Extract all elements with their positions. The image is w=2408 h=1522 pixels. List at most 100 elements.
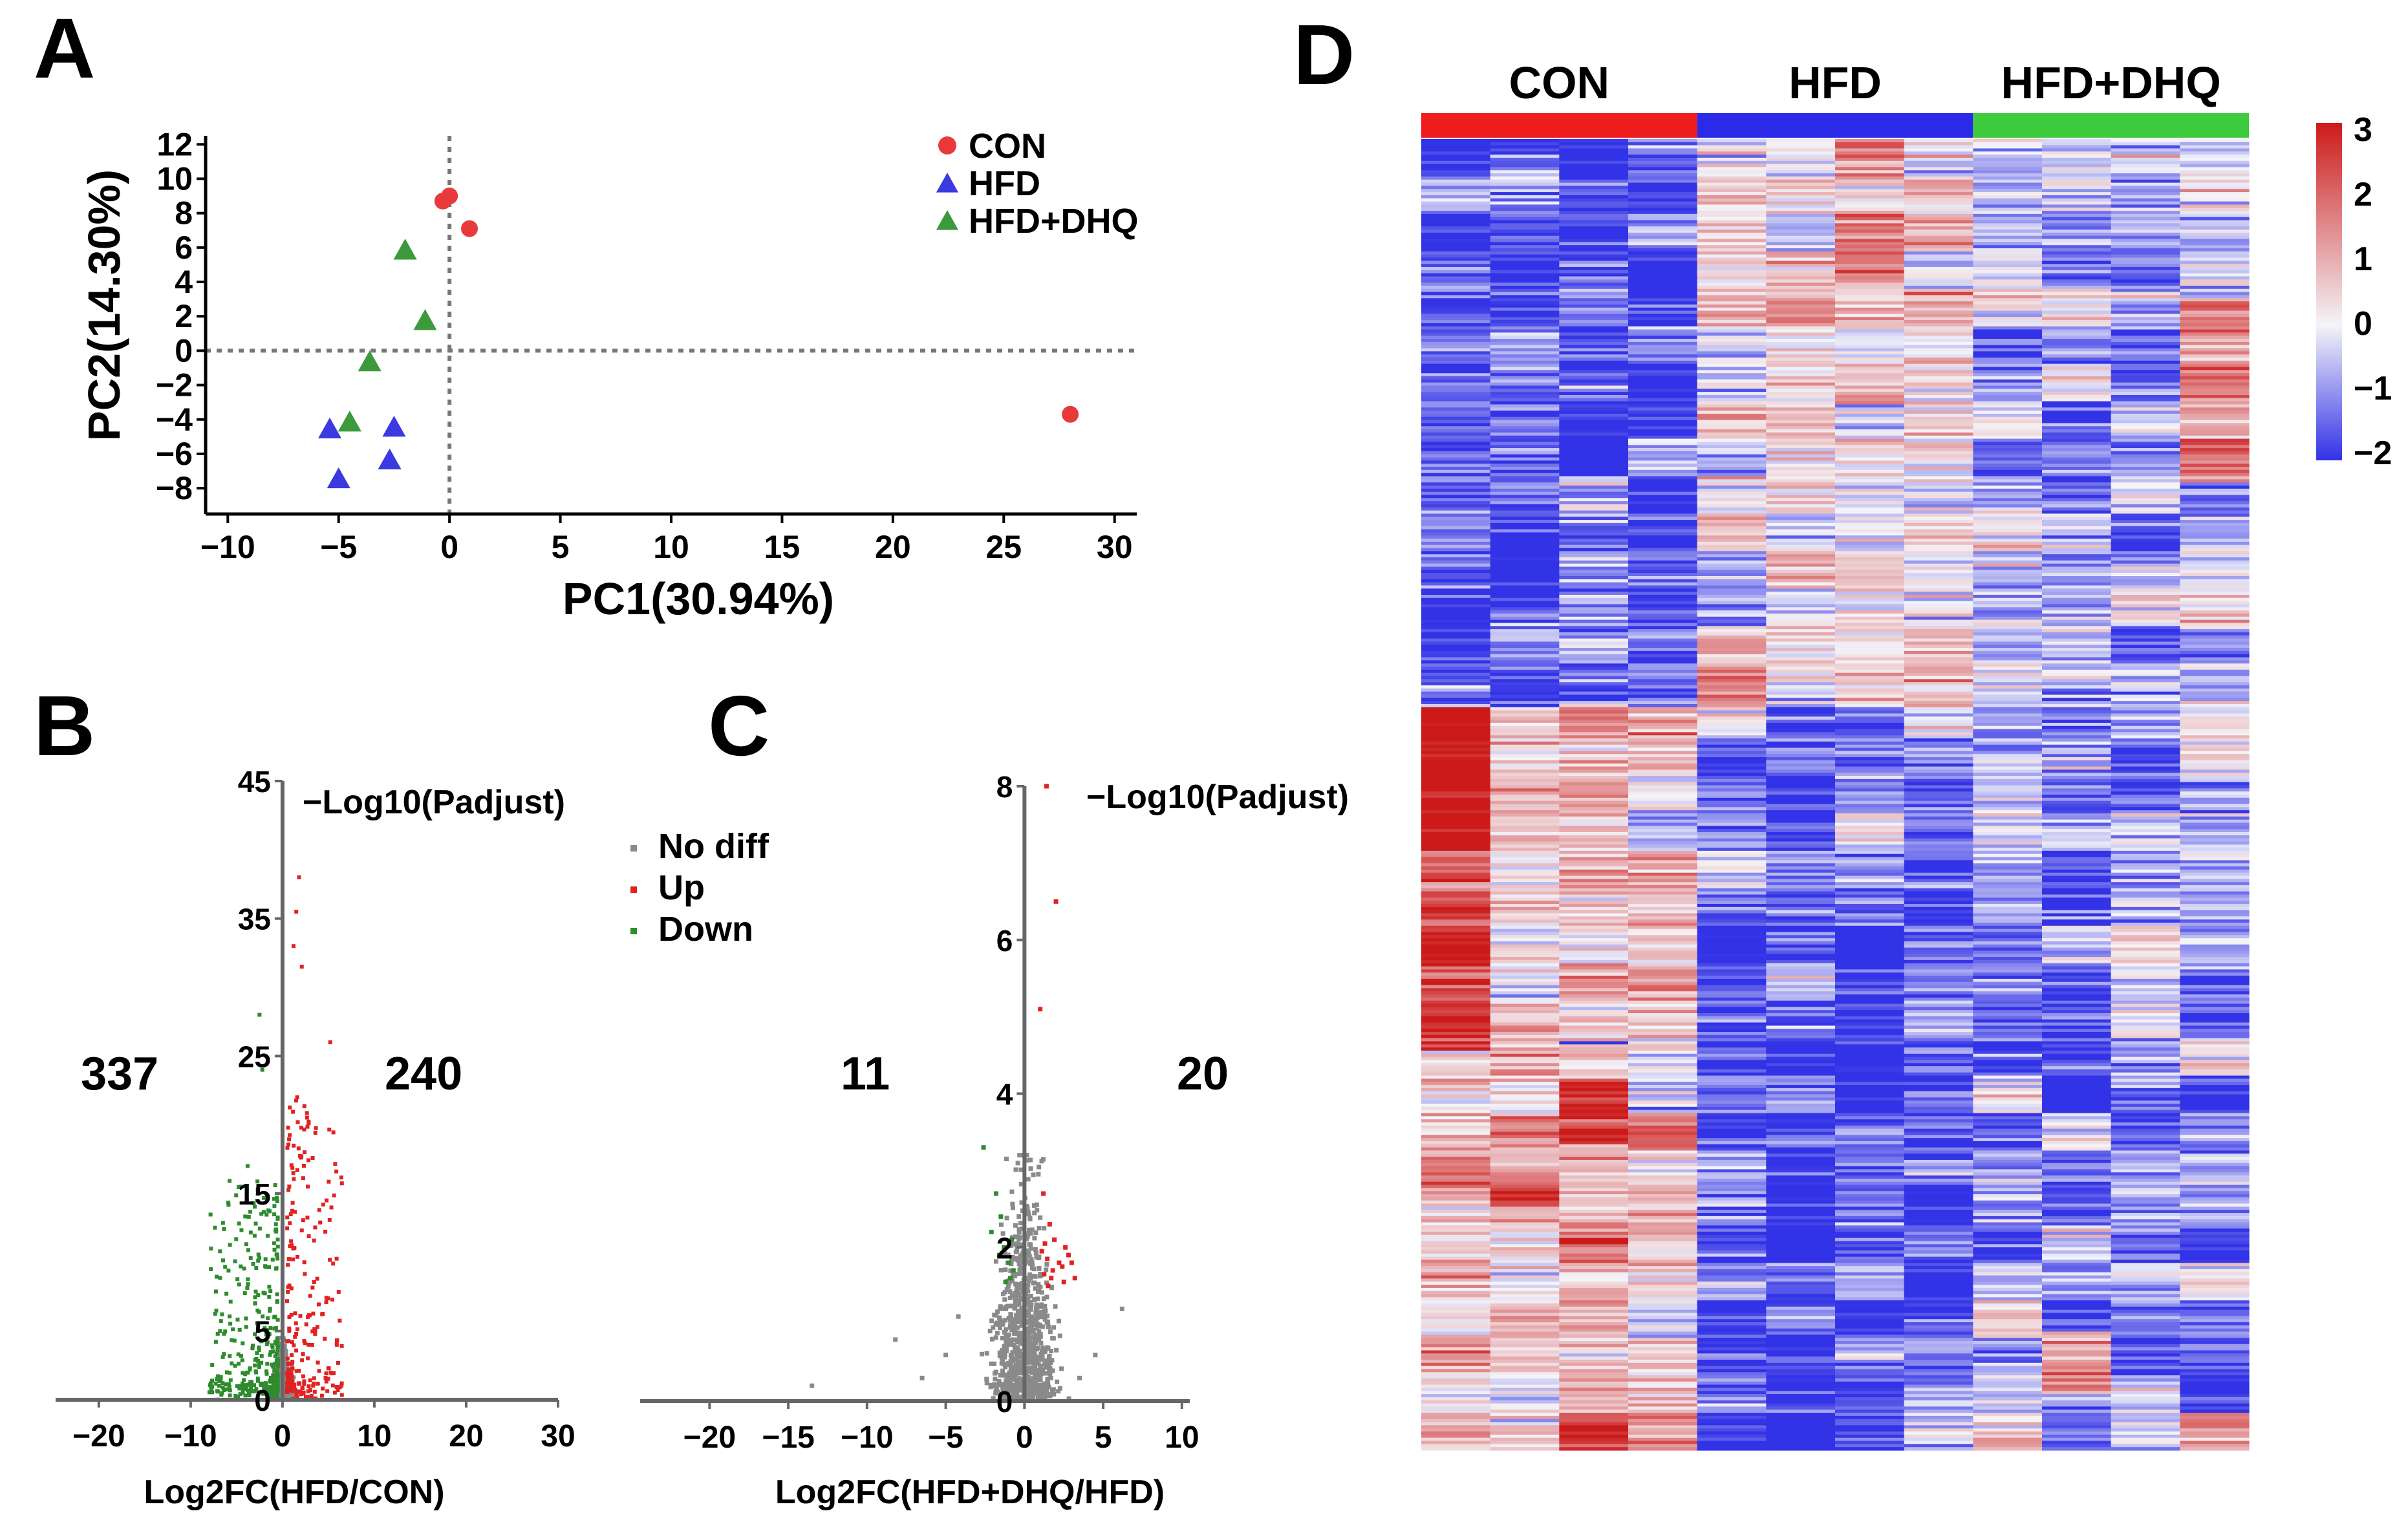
volcano-point-down (210, 1384, 214, 1389)
heatmap-cell (1697, 373, 1767, 377)
heatmap-cell (1835, 170, 1905, 174)
heatmap-cell (2111, 795, 2180, 799)
heatmap-cell (1904, 310, 1973, 314)
volcano-point-up (300, 1386, 305, 1390)
heatmap-cell (1766, 404, 1836, 408)
volcano-point-no-diff (1015, 1367, 1020, 1373)
heatmap-cell (1904, 791, 1973, 795)
heatmap-cell (1904, 288, 1973, 293)
heatmap-cell (2042, 722, 2112, 727)
heatmap-cell (2180, 551, 2250, 555)
heatmap-cell (2111, 720, 2180, 723)
volcano-x-tick-label: 0 (1016, 1420, 1033, 1455)
heatmap-cell (1490, 488, 1560, 493)
heatmap-cell (1628, 573, 1698, 577)
heatmap-cell (1766, 563, 1836, 568)
heatmap-cell (1697, 667, 1767, 670)
heatmap-cell (1697, 445, 1767, 449)
heatmap-cell (1835, 285, 1905, 290)
heatmap-cell (1490, 582, 1560, 586)
heatmap-cell (1697, 729, 1767, 733)
volcano-point-down (228, 1243, 232, 1247)
heatmap-cell (1904, 179, 1973, 184)
heatmap-cell (1628, 235, 1698, 240)
heatmap-cell (1559, 663, 1629, 667)
heatmap-cell (1766, 182, 1836, 187)
heatmap-cell (1973, 735, 2043, 739)
heatmap-cell (2180, 738, 2250, 742)
heatmap-cell (1904, 488, 1973, 493)
volcano-point-down (228, 1179, 232, 1183)
volcano-point-no-diff (274, 1364, 278, 1369)
heatmap-cell (1559, 295, 1629, 299)
heatmap-cell (2042, 616, 2112, 621)
heatmap-cell (1904, 292, 1973, 296)
volcano-point-up (1041, 1191, 1046, 1196)
heatmap-cell (1973, 454, 2043, 458)
heatmap-cell (2180, 495, 2250, 498)
heatmap-cell (1766, 592, 1836, 595)
heatmap-cell (1490, 176, 1560, 180)
volcano-point-down (248, 1256, 253, 1260)
volcano-point-up (325, 1198, 329, 1203)
volcano-point-no-diff (1005, 1372, 1011, 1377)
heatmap-cell (2180, 682, 2250, 686)
heatmap-cell (2042, 420, 2112, 423)
heatmap-cell (1766, 198, 1836, 202)
heatmap-cell (1835, 401, 1905, 405)
heatmap-cell (2042, 230, 2112, 233)
heatmap-cell (1559, 601, 1629, 605)
heatmap-cell (1421, 778, 1491, 783)
heatmap-cell (1835, 201, 1905, 205)
heatmap-cell (1421, 411, 1491, 414)
heatmap-cell (1766, 795, 1836, 799)
heatmap-cell (2111, 532, 2180, 536)
heatmap-cell (1490, 145, 1560, 149)
heatmap-cell (1904, 245, 1973, 249)
heatmap-cell (2111, 341, 2180, 346)
heatmap-cell (1421, 186, 1491, 189)
heatmap-cell (2042, 635, 2112, 639)
heatmap-cell (1490, 741, 1560, 745)
volcano-point-up (286, 1142, 290, 1147)
volcano-point-up (294, 1321, 298, 1325)
heatmap-cell (2042, 710, 2112, 714)
heatmap-cell (1835, 667, 1905, 670)
heatmap-cell (2042, 685, 2112, 689)
heatmap-cell (1766, 576, 1836, 580)
heatmap-cell (2111, 554, 2180, 558)
heatmap-cell (1628, 613, 1698, 617)
heatmap-cell (1973, 411, 2043, 414)
heatmap-cell (1628, 732, 1698, 736)
heatmap-cell (2111, 688, 2180, 692)
heatmap-cell (1904, 632, 1973, 636)
heatmap-cell (1766, 635, 1836, 639)
heatmap-cell (2042, 785, 2112, 789)
heatmap-cell (1628, 676, 1698, 680)
heatmap-cell (1559, 729, 1629, 733)
heatmap-cell (1559, 778, 1629, 783)
volcano-point-up (313, 1332, 317, 1336)
heatmap-cell (1697, 435, 1767, 440)
heatmap-cell (2111, 485, 2180, 489)
heatmap-cell (1904, 629, 1973, 633)
heatmap-cell (2180, 747, 2250, 751)
volcano-point-no-diff (1029, 1227, 1035, 1232)
heatmap-cell (1697, 367, 1767, 370)
heatmap-cell (1904, 645, 1973, 648)
heatmap-cell (1559, 182, 1629, 187)
heatmap-cell (1835, 407, 1905, 411)
volcano-point-up (290, 1166, 295, 1170)
heatmap-cell (1835, 738, 1905, 742)
heatmap-cell (2042, 585, 2112, 589)
volcano-point-no-diff (1046, 1384, 1051, 1389)
heatmap-cell (1628, 488, 1698, 493)
heatmap-cell (2042, 485, 2112, 489)
pca-x-tick-label: −5 (320, 529, 357, 565)
volcano-point-down (234, 1193, 239, 1197)
heatmap-cell (1490, 722, 1560, 727)
pca-y-tick-label: −8 (156, 470, 193, 506)
heatmap-cell (1973, 404, 2043, 408)
heatmap-cell (1559, 791, 1629, 795)
